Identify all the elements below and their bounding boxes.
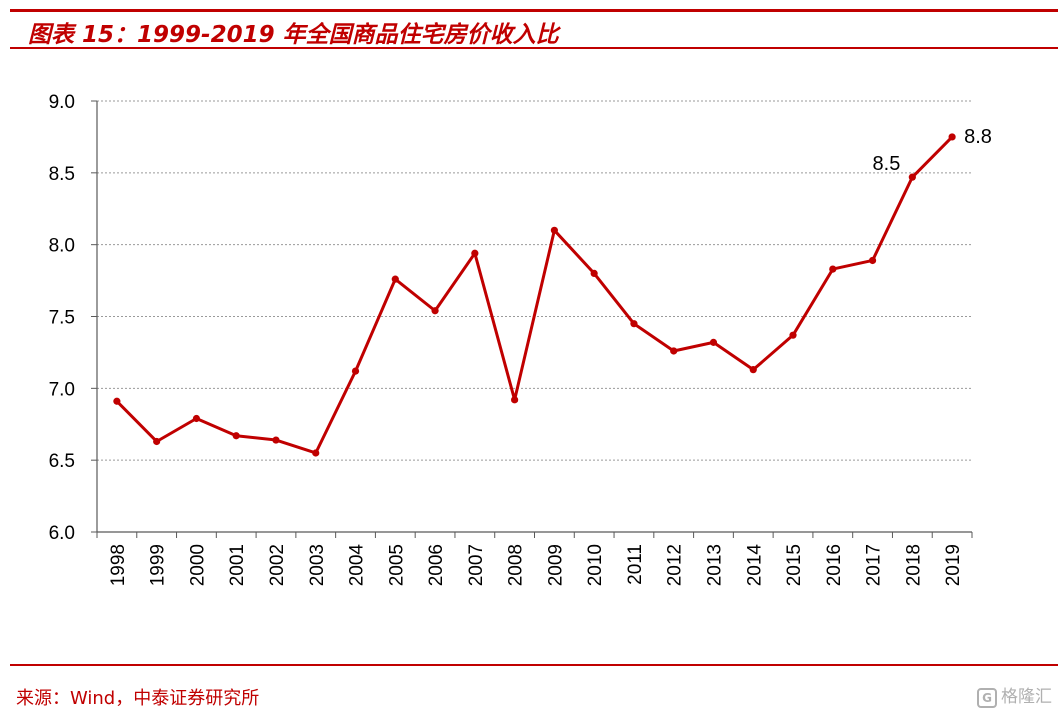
x-tick-label: 1999	[148, 544, 169, 586]
x-tick-label: 2014	[744, 544, 765, 587]
data-point	[192, 414, 201, 423]
data-point	[829, 265, 837, 273]
y-tick-label: 7.5	[49, 308, 75, 329]
line-chart: 6.0 6.5 7.0 7.5 8.0 8.5 9.0 1998 1999 2000 2001 200…	[49, 92, 992, 587]
x-tick-label: 2012	[665, 544, 686, 586]
x-tick-label: 2018	[903, 544, 924, 586]
data-point	[630, 320, 638, 328]
y-tick-label: 8.5	[49, 164, 75, 185]
top-rule	[10, 9, 1058, 12]
x-tick-label: 2008	[506, 544, 527, 586]
x-tick-label: 1998	[108, 544, 129, 586]
data-point	[550, 226, 558, 234]
data-point	[272, 436, 280, 444]
data-point	[471, 249, 479, 257]
data-point	[590, 269, 598, 277]
y-tick-label: 8.0	[49, 236, 75, 257]
data-point	[511, 396, 519, 404]
x-tick-label: 2011	[625, 544, 646, 585]
data-point	[789, 331, 797, 339]
data-point	[431, 307, 439, 315]
watermark-logo-icon: G	[977, 688, 997, 708]
data-point	[670, 347, 678, 355]
x-tick-label: 2007	[466, 544, 487, 586]
data-point	[153, 437, 161, 446]
x-tick-label: 2016	[824, 544, 845, 586]
x-tick-label: 2009	[545, 544, 566, 586]
data-point	[868, 256, 877, 265]
data-point	[232, 432, 240, 440]
data-label: 8.8	[964, 126, 992, 148]
x-tick-label: 2000	[187, 544, 208, 586]
title-rule	[10, 47, 1058, 49]
data-point	[749, 366, 757, 374]
data-point	[113, 397, 121, 405]
data-point	[351, 367, 360, 375]
x-tick-label: 2005	[386, 544, 407, 586]
x-tick-label: 2017	[864, 544, 885, 586]
x-tick-label: 2019	[943, 544, 964, 586]
x-tick-label: 2006	[426, 544, 447, 586]
x-tick-label: 2003	[307, 544, 328, 586]
watermark: G 格隆汇	[977, 682, 1052, 708]
x-tick-label: 2010	[585, 544, 606, 586]
x-tick-label: 2013	[704, 544, 725, 586]
y-tick-label: 6.5	[49, 451, 75, 472]
source-note: 来源：Wind，中泰证券研究所	[16, 688, 260, 709]
series-line	[115, 135, 954, 455]
x-tick-label: 2015	[784, 544, 805, 586]
data-label: 8.5	[873, 153, 901, 175]
data-point	[948, 133, 956, 141]
data-point	[908, 173, 916, 181]
x-tick-label: 2001	[227, 544, 248, 586]
y-tick-label: 7.0	[49, 379, 75, 400]
data-point	[391, 275, 399, 283]
x-tick-label: 2002	[267, 544, 288, 586]
y-tick-label: 9.0	[49, 92, 75, 113]
watermark-text: 格隆汇	[1001, 687, 1052, 707]
bottom-rule	[10, 664, 1058, 666]
x-tick-label: 2004	[347, 544, 368, 587]
figure-title: 图表 15：1999-2019 年全国商品住宅房价收入比	[28, 22, 559, 48]
data-point	[312, 449, 320, 457]
y-tick-label: 6.0	[49, 523, 75, 544]
data-point	[709, 338, 718, 346]
